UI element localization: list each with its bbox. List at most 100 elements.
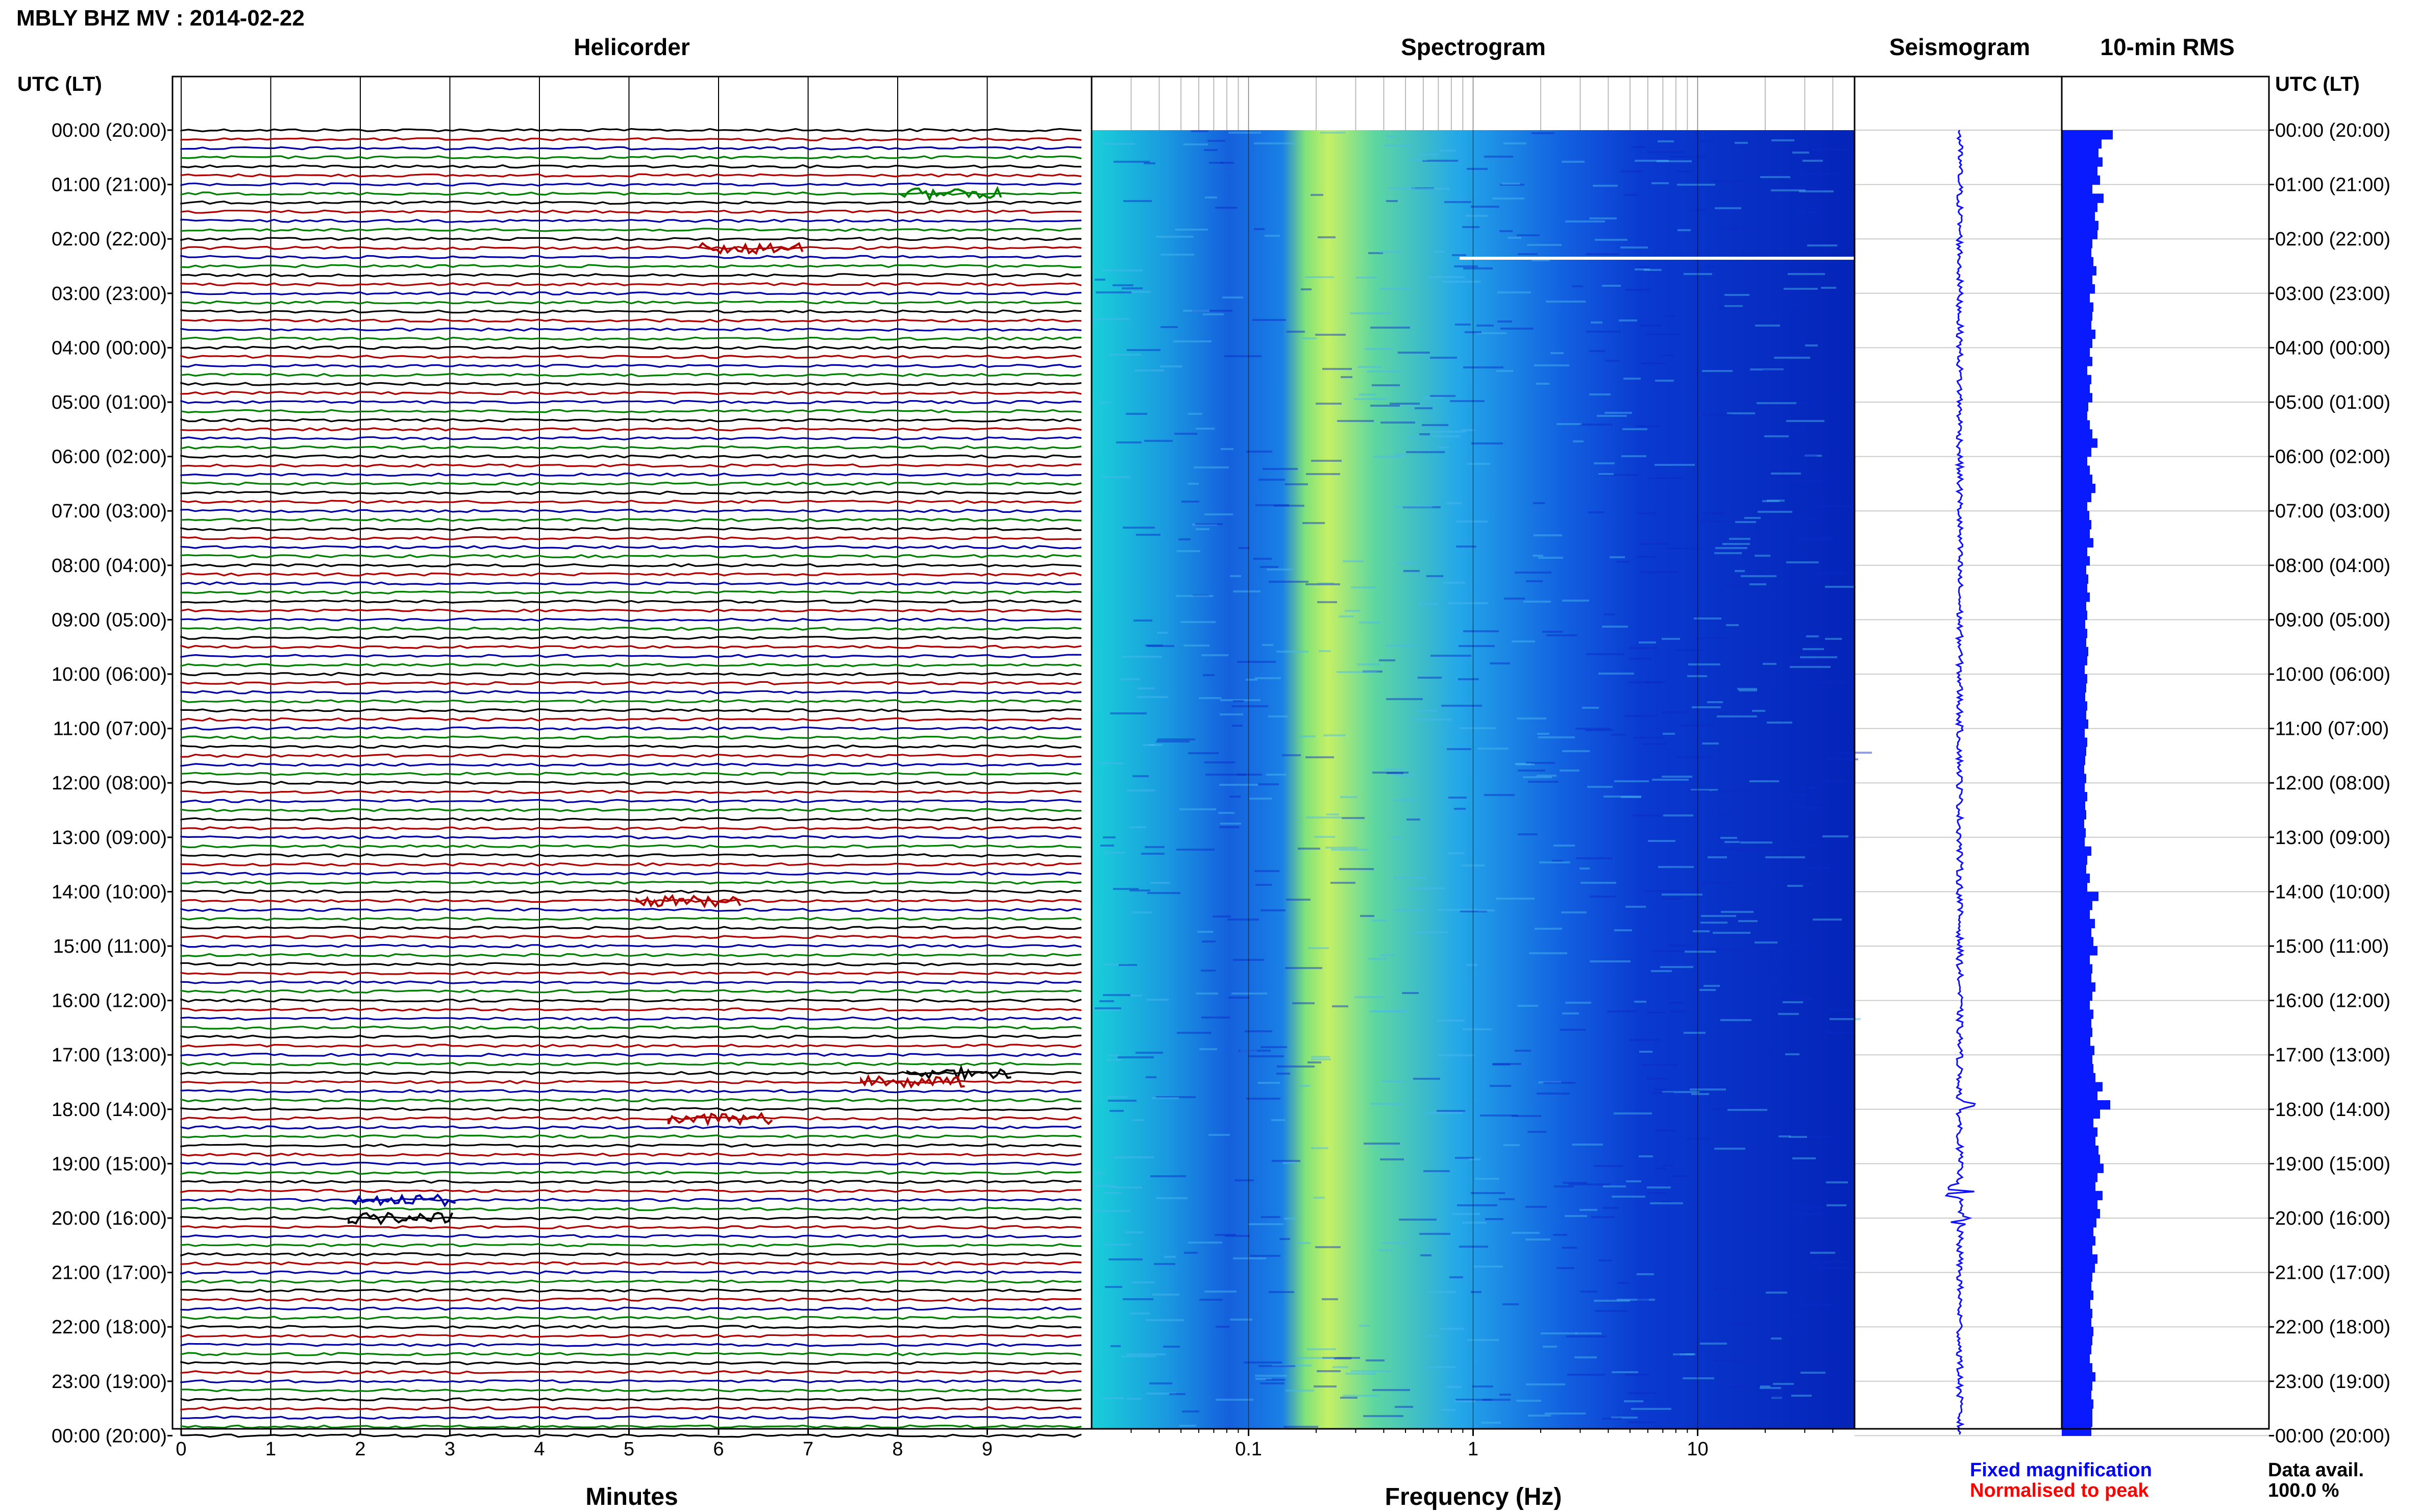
spectrogram-noise — [1605, 360, 1620, 362]
spectrogram-noise — [1277, 1065, 1315, 1068]
spectrogram-noise — [1725, 584, 1744, 586]
spectrogram-noise — [1714, 1359, 1742, 1361]
hour-label-left: 00:00 (20:00) — [52, 120, 167, 141]
spectrogram-noise — [1693, 930, 1710, 932]
hour-label-left: 06:00 (02:00) — [52, 447, 167, 468]
rms-bar — [2062, 855, 2087, 865]
rms-bar — [2062, 411, 2087, 421]
spectrogram-noise — [1632, 814, 1660, 816]
spectrogram-noise — [1459, 1246, 1488, 1248]
spectrogram-noise — [1715, 547, 1747, 549]
rms-bar — [2062, 1336, 2092, 1346]
spectrogram-noise — [1594, 1165, 1623, 1167]
rms-bar — [2062, 1127, 2097, 1137]
rms-bar — [2062, 1281, 2091, 1291]
spectrogram-noise — [1426, 1366, 1455, 1368]
spectrogram-noise — [1639, 641, 1656, 643]
spectrogram-noise — [1123, 200, 1152, 202]
spectrogram-noise — [1420, 1254, 1431, 1256]
spectrogram-noise — [1261, 1216, 1280, 1218]
helicorder-trace — [180, 663, 1082, 667]
spectrogram-noise — [1183, 645, 1210, 647]
spectrogram-noise — [1233, 1257, 1266, 1259]
spectrogram-noise — [1395, 1406, 1413, 1408]
spectrogram-noise — [1125, 1231, 1143, 1233]
spectrogram-noise — [1255, 884, 1272, 886]
hour-label-left: 10:00 (06:00) — [52, 664, 167, 685]
spectrogram-noise — [1219, 826, 1239, 828]
spectrogram-noise — [1658, 140, 1674, 142]
rms-bar — [2062, 583, 2087, 593]
spectrogram-noise — [1395, 877, 1426, 879]
spectrogram-noise — [1576, 857, 1613, 859]
helicorder-trace — [180, 563, 1082, 567]
spectrogram-noise — [1343, 1395, 1379, 1397]
minute-tick-label: 8 — [892, 1439, 903, 1460]
spectrogram-noise — [1590, 896, 1616, 898]
spectrogram-noise — [1110, 1345, 1121, 1347]
spectrogram-noise — [1811, 148, 1851, 151]
spectrogram-noise — [1496, 898, 1535, 900]
spectrogram-noise — [1164, 1256, 1176, 1258]
spectrogram-noise — [1123, 527, 1155, 529]
spectrogram-noise — [1769, 1254, 1783, 1256]
spectrogram-noise — [1456, 520, 1488, 523]
spectrogram-noise — [1233, 700, 1244, 702]
rms-bar — [2062, 1009, 2093, 1019]
helicorder-trace — [180, 944, 1082, 949]
spectrogram-noise — [1635, 160, 1669, 162]
rms-bar — [2062, 1272, 2092, 1282]
helicorder-trace — [180, 200, 1082, 205]
spectrogram-noise — [1784, 288, 1818, 290]
spectrogram-noise — [1500, 184, 1524, 186]
spectrogram-noise — [1244, 1361, 1282, 1364]
helicorder-trace — [181, 409, 1082, 413]
helicorder-trace — [180, 980, 1082, 985]
spectrogram-noise — [1205, 196, 1217, 199]
spectrogram-noise — [1642, 1064, 1679, 1066]
helicorder-trace — [180, 962, 1082, 966]
spectrogram-noise — [1527, 1131, 1546, 1133]
spectrogram-noise — [1130, 1312, 1150, 1315]
spectrogram-noise — [1114, 161, 1150, 163]
spectrogram-noise — [1420, 154, 1438, 156]
rms-bar — [2062, 674, 2087, 684]
spectrogram-noise — [1320, 132, 1345, 134]
rms-bar — [2062, 1318, 2091, 1327]
spectrogram-noise — [1639, 571, 1679, 573]
spectrogram-noise — [1305, 583, 1340, 585]
helicorder-trace — [180, 971, 1082, 976]
spectrogram-noise — [1529, 952, 1567, 954]
rms-bar — [2062, 139, 2102, 149]
spectrogram-noise — [1589, 217, 1617, 219]
spectrogram-noise — [1458, 678, 1479, 680]
spectrogram-noise — [1589, 393, 1611, 395]
rms-bar — [2062, 1091, 2097, 1101]
helicorder-trace — [180, 345, 1082, 350]
spectrogram-noise — [1100, 845, 1114, 847]
spectrogram-noise — [1692, 706, 1721, 708]
spectrogram-noise — [1625, 1374, 1649, 1376]
spectrogram-noise — [1637, 512, 1657, 514]
spectrogram-noise — [1762, 500, 1780, 502]
spectrogram-noise — [1624, 1400, 1643, 1402]
spectrogram-noise — [1624, 715, 1658, 717]
rms-bar — [2062, 348, 2090, 357]
spectrogram-noise — [1684, 1032, 1706, 1034]
hour-label-left: 05:00 (01:00) — [52, 392, 167, 413]
spectrogram-noise — [1546, 301, 1586, 303]
spectrogram-noise — [1669, 156, 1706, 158]
spectrogram-noise — [1306, 473, 1340, 475]
spectrogram-noise — [1626, 1180, 1641, 1182]
spectrogram-noise — [1534, 534, 1562, 536]
spectrogram-noise — [1213, 915, 1231, 918]
spectrogram-noise — [1254, 142, 1295, 144]
rms-bar — [2062, 755, 2085, 765]
spectrogram-noise — [1700, 922, 1727, 924]
spectrogram-noise — [1437, 1020, 1465, 1022]
hour-label-right: 10:00 (06:00) — [2275, 664, 2390, 685]
spectrogram-noise — [1466, 215, 1488, 217]
spectrogram-noise — [1193, 594, 1209, 597]
spectrogram-noise — [1365, 348, 1393, 350]
